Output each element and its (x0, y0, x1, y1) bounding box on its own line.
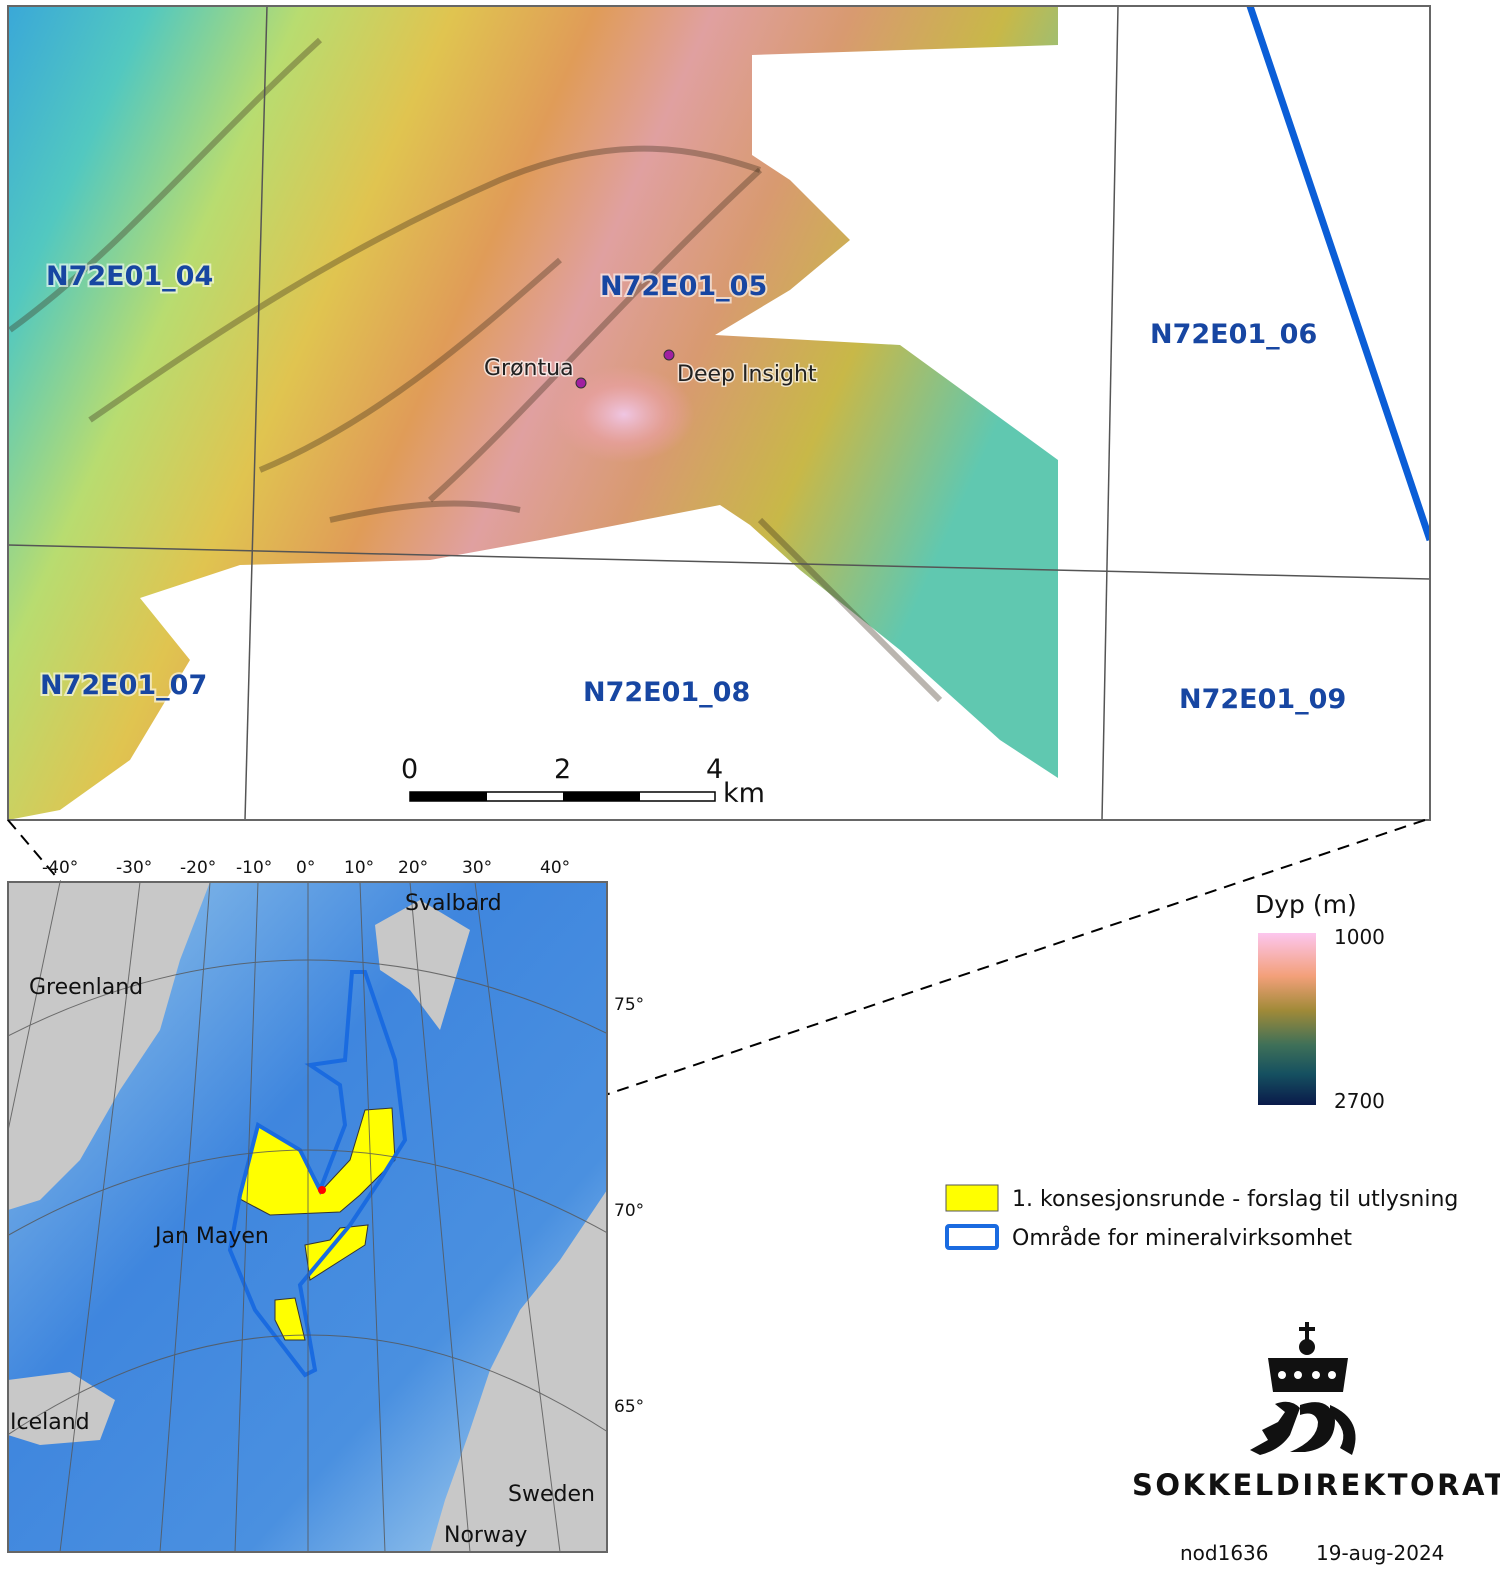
mineral-area-boundary (1246, 6, 1430, 542)
graticule (8, 882, 607, 1552)
place-label: Sweden (508, 1482, 595, 1507)
svg-text:-30°: -30° (116, 858, 152, 878)
legend-label: 1. konsesjonsrunde - forslag til utlysni… (1012, 1187, 1458, 1212)
land-iceland (8, 1372, 115, 1445)
depth-min-label: 1000 (1334, 925, 1385, 949)
detail-map-frame (7, 5, 1431, 821)
legend-swatch-mineral-area (945, 1224, 999, 1250)
depth-max-label: 2700 (1334, 1089, 1385, 1113)
map-id: nod1636 (1180, 1541, 1269, 1565)
legend-swatch-license (945, 1184, 999, 1212)
land-svalbard (375, 900, 470, 1030)
svg-text:0°: 0° (296, 858, 315, 878)
svg-text:70°: 70° (614, 1201, 644, 1221)
site-label-grontua: Grøntua (484, 356, 574, 381)
scale-bar: 0 2 4 km (401, 754, 765, 809)
svg-text:75°: 75° (614, 995, 644, 1015)
place-label: Svalbard (405, 891, 502, 916)
latitude-labels: 75° 70° 65° (614, 995, 644, 1417)
svg-text:4: 4 (706, 754, 723, 785)
legend-label: Område for mineralvirksomhet (1012, 1225, 1352, 1251)
tile-grid (8, 6, 1430, 820)
land-greenland (8, 882, 210, 1210)
svg-text:65°: 65° (614, 1397, 644, 1417)
land-scandinavia (430, 1190, 607, 1552)
detail-map[interactable]: N72E01_04 N72E01_05 N72E01_06 N72E01_07 … (8, 6, 1430, 820)
depth-legend-title: Dyp (m) (1255, 890, 1357, 919)
svg-text:0: 0 (401, 754, 418, 785)
overview-map-frame (7, 881, 608, 1553)
place-label: Norway (444, 1523, 527, 1548)
site-location-marker (318, 1186, 326, 1194)
place-label: Jan Mayen (153, 1224, 269, 1249)
tile-label: N72E01_04 (46, 261, 213, 292)
svg-text:-20°: -20° (180, 858, 216, 878)
tile-label: N72E01_06 (1150, 319, 1317, 350)
svg-text:SOKKELDIREKTORATET: SOKKELDIREKTORATET (1132, 1468, 1500, 1502)
map-legend: 1. konsesjonsrunde - forslag til utlysni… (945, 1184, 1458, 1251)
map-date: 19-aug-2024 (1316, 1541, 1444, 1565)
place-label: Iceland (10, 1410, 90, 1435)
tile-label: N72E01_08 (583, 677, 750, 708)
svg-text:30°: 30° (462, 858, 492, 878)
seamount-peak (480, 300, 800, 520)
svg-text:10°: 10° (344, 858, 374, 878)
depth-legend: Dyp (m) 1000 2700 (1255, 890, 1385, 1113)
mineral-area-outline[interactable] (227, 970, 408, 1378)
svg-text:km: km (723, 778, 765, 809)
svg-text:2: 2 (554, 754, 571, 785)
sokkeldirektoratet-logo: SOKKELDIREKTORATET (1132, 1322, 1500, 1502)
ridges (8, 37, 943, 703)
tile-label: N72E01_07 (40, 670, 207, 701)
tile-label: N72E01_09 (1179, 684, 1346, 715)
overview-map[interactable]: Svalbard Greenland Jan Mayen Iceland Swe… (0, 882, 620, 1552)
site-marker-deep-insight[interactable] (663, 349, 675, 361)
place-label: Greenland (29, 975, 143, 1000)
svg-text:40°: 40° (540, 858, 570, 878)
longitude-labels: -40° -30° -20° -10° 0° 10° 20° 30° 40° (42, 858, 570, 878)
svg-text:-10°: -10° (236, 858, 272, 878)
site-marker-grontua[interactable] (575, 377, 587, 389)
svg-text:20°: 20° (398, 858, 428, 878)
tile-label: N72E01_05 (600, 271, 767, 302)
site-label-deep-insight: Deep Insight (677, 362, 817, 387)
depth-color-ramp (1258, 933, 1316, 1105)
svg-text:-40°: -40° (42, 858, 78, 878)
